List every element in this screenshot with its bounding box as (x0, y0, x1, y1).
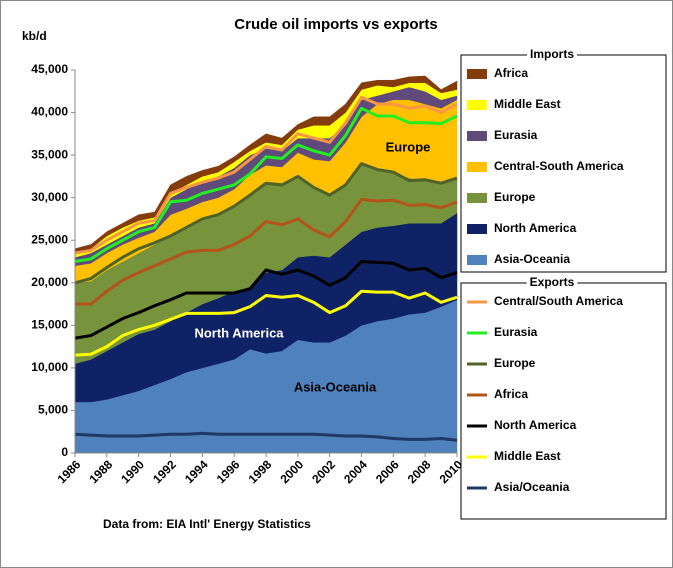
annotation: Asia-Oceania (294, 379, 377, 394)
legend-label: Middle East (494, 97, 561, 111)
legend-swatch (467, 162, 487, 172)
legend-box (460, 282, 667, 520)
y-axis-label: kb/d (22, 29, 47, 43)
legend-title-bg (526, 49, 578, 61)
legend-label: North America (494, 221, 577, 235)
line (74, 106, 458, 263)
legend-swatch (467, 224, 487, 234)
annotation: Europe (386, 139, 431, 154)
legend-label: Africa (494, 66, 528, 80)
legend-label: Eurasia (494, 325, 538, 339)
legend-label: Europe (494, 190, 536, 204)
legend-swatch (467, 255, 487, 265)
line (74, 260, 458, 340)
legend-swatch (467, 100, 487, 110)
legend-swatch (467, 69, 487, 79)
legend-title: Imports (530, 47, 574, 61)
legend-title-bg (526, 277, 578, 289)
legend-label: Africa (494, 387, 528, 401)
y-tick-label: 40,000 (31, 105, 68, 119)
legend-label: Eurasia (494, 128, 538, 142)
legend-label: Europe (494, 356, 536, 370)
source-note: Data from: EIA Intl' Energy Statistics (103, 517, 311, 531)
area (74, 75, 458, 254)
y-tick-label: 35,000 (31, 147, 68, 161)
legend-box (460, 54, 667, 273)
y-tick-label: 25,000 (31, 232, 68, 246)
annotation: North America (194, 325, 284, 340)
line (74, 289, 458, 357)
legend-title: Exports (530, 275, 575, 289)
y-tick-label: 10,000 (31, 360, 68, 374)
y-tick-label: 5,000 (38, 403, 68, 417)
y-tick-label: 0 (61, 445, 68, 459)
line (74, 431, 458, 442)
line (75, 197, 458, 306)
legend-label: Asia-Oceania (494, 252, 570, 266)
legend-swatch (467, 131, 487, 141)
y-tick-label: 15,000 (31, 318, 68, 332)
legend-label: Central/South America (494, 294, 623, 308)
y-tick-label: 20,000 (31, 275, 68, 289)
legend-label: North America (494, 418, 577, 432)
y-tick-label: 45,000 (31, 62, 68, 76)
legend-swatch (467, 193, 487, 203)
legend-label: Central-South America (494, 159, 624, 173)
line (74, 95, 458, 255)
chart-title: Crude oil imports vs exports (234, 16, 437, 33)
line (74, 162, 458, 285)
legend-label: Middle East (494, 449, 561, 463)
legend-label: Asia/Oceania (494, 480, 570, 494)
y-tick-label: 30,000 (31, 190, 68, 204)
